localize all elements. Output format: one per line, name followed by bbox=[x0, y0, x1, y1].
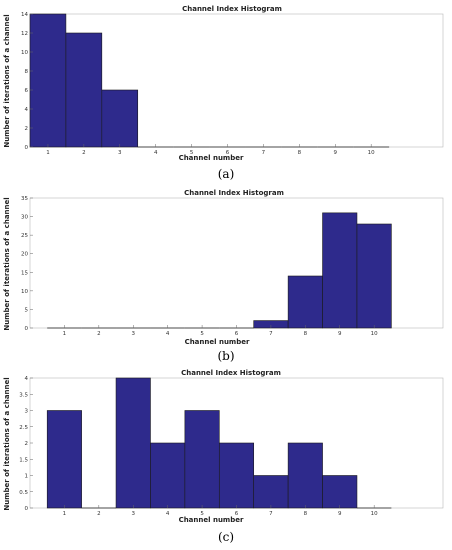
x-tick-label: 9 bbox=[334, 150, 338, 156]
chart-title: Channel Index Histogram bbox=[184, 189, 284, 197]
chart-title: Channel Index Histogram bbox=[181, 369, 281, 377]
histogram-bar bbox=[46, 410, 82, 509]
histogram-bar bbox=[65, 32, 103, 148]
y-tick-label: 20 bbox=[21, 252, 28, 258]
figure-caption: (c) bbox=[218, 530, 234, 544]
x-tick-label: 4 bbox=[154, 150, 158, 156]
x-tick-label: 1 bbox=[63, 331, 67, 337]
x-tick-label: 5 bbox=[190, 150, 194, 156]
y-tick-label: 5 bbox=[25, 307, 29, 313]
histogram-bar bbox=[287, 442, 323, 509]
histogram-panel-a: Channel Index Histogram Number of iterat… bbox=[3, 5, 444, 181]
y-tick-label: 0 bbox=[25, 506, 29, 512]
y-tick-label: 12 bbox=[21, 31, 28, 37]
histogram-bar bbox=[184, 410, 220, 509]
x-tick-label: 1 bbox=[46, 150, 50, 156]
y-tick-label: 4 bbox=[25, 107, 29, 113]
y-tick-label: 15 bbox=[21, 270, 28, 276]
histogram-bar bbox=[287, 275, 323, 329]
x-tick-label: 5 bbox=[200, 511, 204, 517]
y-tick-label: 3 bbox=[25, 409, 29, 415]
y-tick-label: 1 bbox=[25, 474, 29, 480]
y-tick-label: 1.5 bbox=[19, 457, 28, 463]
x-tick-label: 4 bbox=[166, 511, 170, 517]
x-tick-label: 3 bbox=[132, 511, 136, 517]
y-tick-label: 2 bbox=[25, 441, 29, 447]
y-axis-label: Number of iterations of a channel bbox=[3, 197, 11, 330]
x-tick-label: 1 bbox=[63, 511, 67, 517]
y-tick-label: 2 bbox=[25, 126, 29, 132]
histogram-bar bbox=[322, 475, 358, 509]
y-tick-label: 14 bbox=[21, 12, 28, 18]
y-tick-label: 8 bbox=[25, 69, 29, 75]
histogram-panel-c: Channel Index Histogram Number of iterat… bbox=[3, 369, 444, 544]
x-tick-label: 6 bbox=[235, 331, 239, 337]
y-tick-label: 3.5 bbox=[19, 392, 28, 398]
histogram-bar bbox=[218, 442, 255, 509]
y-tick-label: 6 bbox=[25, 88, 29, 94]
y-tick-label: 0 bbox=[25, 326, 29, 332]
figure-caption: (a) bbox=[218, 167, 235, 181]
x-tick-label: 5 bbox=[200, 331, 204, 337]
x-axis-label: Channel number bbox=[179, 516, 244, 524]
x-tick-label: 8 bbox=[298, 150, 302, 156]
histogram-bar bbox=[253, 475, 289, 509]
y-tick-label: 0 bbox=[25, 145, 29, 151]
x-tick-label: 4 bbox=[166, 331, 170, 337]
y-tick-label: 4 bbox=[25, 376, 29, 382]
x-tick-label: 10 bbox=[368, 150, 375, 156]
y-tick-label: 25 bbox=[21, 233, 28, 239]
histogram-bar bbox=[101, 89, 139, 148]
x-axis-label: Channel number bbox=[179, 154, 244, 162]
histogram-bar bbox=[322, 212, 358, 329]
y-tick-label: 0.5 bbox=[19, 490, 28, 496]
y-tick-label: 2.5 bbox=[19, 425, 28, 431]
x-tick-label: 2 bbox=[97, 511, 101, 517]
x-tick-label: 6 bbox=[226, 150, 230, 156]
x-tick-label: 7 bbox=[262, 150, 266, 156]
x-tick-label: 8 bbox=[304, 511, 308, 517]
y-axis-label: Number of iterations of a channel bbox=[3, 377, 11, 510]
histogram-bar bbox=[356, 223, 392, 329]
histogram-bar bbox=[115, 377, 151, 509]
chart-title: Channel Index Histogram bbox=[182, 5, 282, 13]
x-tick-label: 7 bbox=[269, 511, 273, 517]
y-tick-label: 35 bbox=[21, 196, 28, 202]
y-axis-label: Number of iterations of a channel bbox=[3, 14, 11, 147]
y-tick-label: 30 bbox=[21, 215, 28, 221]
y-tick-label: 10 bbox=[21, 289, 28, 295]
x-tick-label: 2 bbox=[82, 150, 86, 156]
x-tick-label: 9 bbox=[338, 331, 342, 337]
histogram-bar bbox=[29, 13, 67, 148]
figure-caption: (b) bbox=[217, 349, 234, 363]
y-tick-label: 10 bbox=[21, 50, 28, 56]
x-axis-label: Channel number bbox=[185, 338, 250, 346]
x-tick-label: 8 bbox=[304, 331, 308, 337]
histogram-panel-b: Channel Index Histogram Number of iterat… bbox=[3, 189, 444, 363]
x-tick-label: 6 bbox=[235, 511, 239, 517]
x-tick-label: 9 bbox=[338, 511, 342, 517]
x-tick-label: 3 bbox=[132, 331, 136, 337]
x-tick-label: 10 bbox=[371, 331, 378, 337]
x-tick-label: 10 bbox=[371, 511, 378, 517]
x-tick-label: 7 bbox=[269, 331, 273, 337]
x-tick-label: 3 bbox=[118, 150, 122, 156]
histogram-bar bbox=[150, 442, 186, 509]
x-tick-label: 2 bbox=[97, 331, 101, 337]
